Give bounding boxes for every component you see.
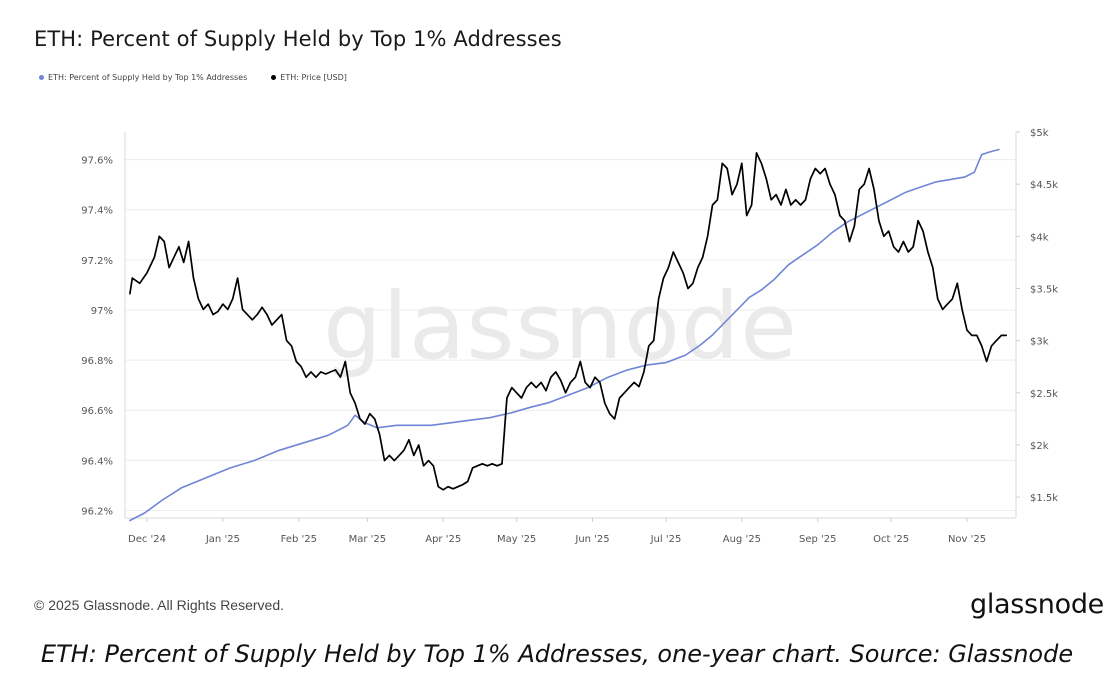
x-tick-label: Aug '25 xyxy=(723,534,761,545)
glassnode-logo: glassnode xyxy=(969,589,1104,620)
x-tick-label: Apr '25 xyxy=(425,534,461,545)
y-right-tick-label: $3.5k xyxy=(1030,284,1058,295)
y-right-tick-label: $4.5k xyxy=(1030,180,1058,191)
x-tick-label: Mar '25 xyxy=(349,534,387,545)
x-tick-label: Jan '25 xyxy=(205,534,240,545)
series-line-supply xyxy=(129,148,1000,522)
x-tick-label: Nov '25 xyxy=(948,534,986,545)
y-right-tick-label: $5k xyxy=(1030,128,1049,139)
x-tick-label: Jul '25 xyxy=(650,534,682,545)
y-left-tick-label: 96.2% xyxy=(81,506,113,517)
y-left-tick-label: 96.6% xyxy=(81,406,113,417)
x-tick-label: Dec '24 xyxy=(128,534,166,545)
chart-title: ETH: Percent of Supply Held by Top 1% Ad… xyxy=(34,27,562,51)
legend-item-supply[interactable]: ETH: Percent of Supply Held by Top 1% Ad… xyxy=(39,73,247,82)
y-left-tick-label: 97% xyxy=(91,306,113,317)
y-right-tick-label: $4k xyxy=(1030,232,1049,243)
watermark-text: glassnode xyxy=(323,273,798,380)
y-left-tick-label: 97.6% xyxy=(81,156,113,167)
series-line-price xyxy=(129,152,1008,491)
x-tick-label: Jun '25 xyxy=(574,534,609,545)
y-left-tick-label: 97.2% xyxy=(81,256,113,267)
legend-dot-supply xyxy=(39,75,44,80)
x-tick-label: Oct '25 xyxy=(873,534,909,545)
figure-caption: ETH: Percent of Supply Held by Top 1% Ad… xyxy=(40,640,1074,668)
copyright-text: © 2025 Glassnode. All Rights Reserved. xyxy=(34,597,285,613)
y-right-tick-label: $1.5k xyxy=(1030,493,1058,504)
legend-label-supply: ETH: Percent of Supply Held by Top 1% Ad… xyxy=(48,73,248,82)
y-left-tick-label: 97.4% xyxy=(81,206,113,217)
legend-dot-price xyxy=(271,75,277,80)
legend-item-price[interactable]: ETH: Price [USD] xyxy=(271,73,347,82)
y-right-tick-label: $3k xyxy=(1030,337,1049,348)
y-left-tick-label: 96.4% xyxy=(81,456,113,467)
y-right-tick-label: $2k xyxy=(1030,441,1049,452)
x-tick-label: Sep '25 xyxy=(799,534,837,545)
legend-label-price: ETH: Price [USD] xyxy=(280,73,347,82)
x-tick-label: May '25 xyxy=(497,534,536,545)
y-left-tick-label: 96.8% xyxy=(81,356,113,367)
chart-legend: ETH: Percent of Supply Held by Top 1% Ad… xyxy=(39,73,347,82)
chart-area: glassnode 96.2% 96.4% 96.6% 96.8% 97% 97.2% 97.… xyxy=(81,128,1058,545)
x-tick-label: Feb '25 xyxy=(281,534,317,545)
y-right-tick-label: $2.5k xyxy=(1030,389,1058,400)
